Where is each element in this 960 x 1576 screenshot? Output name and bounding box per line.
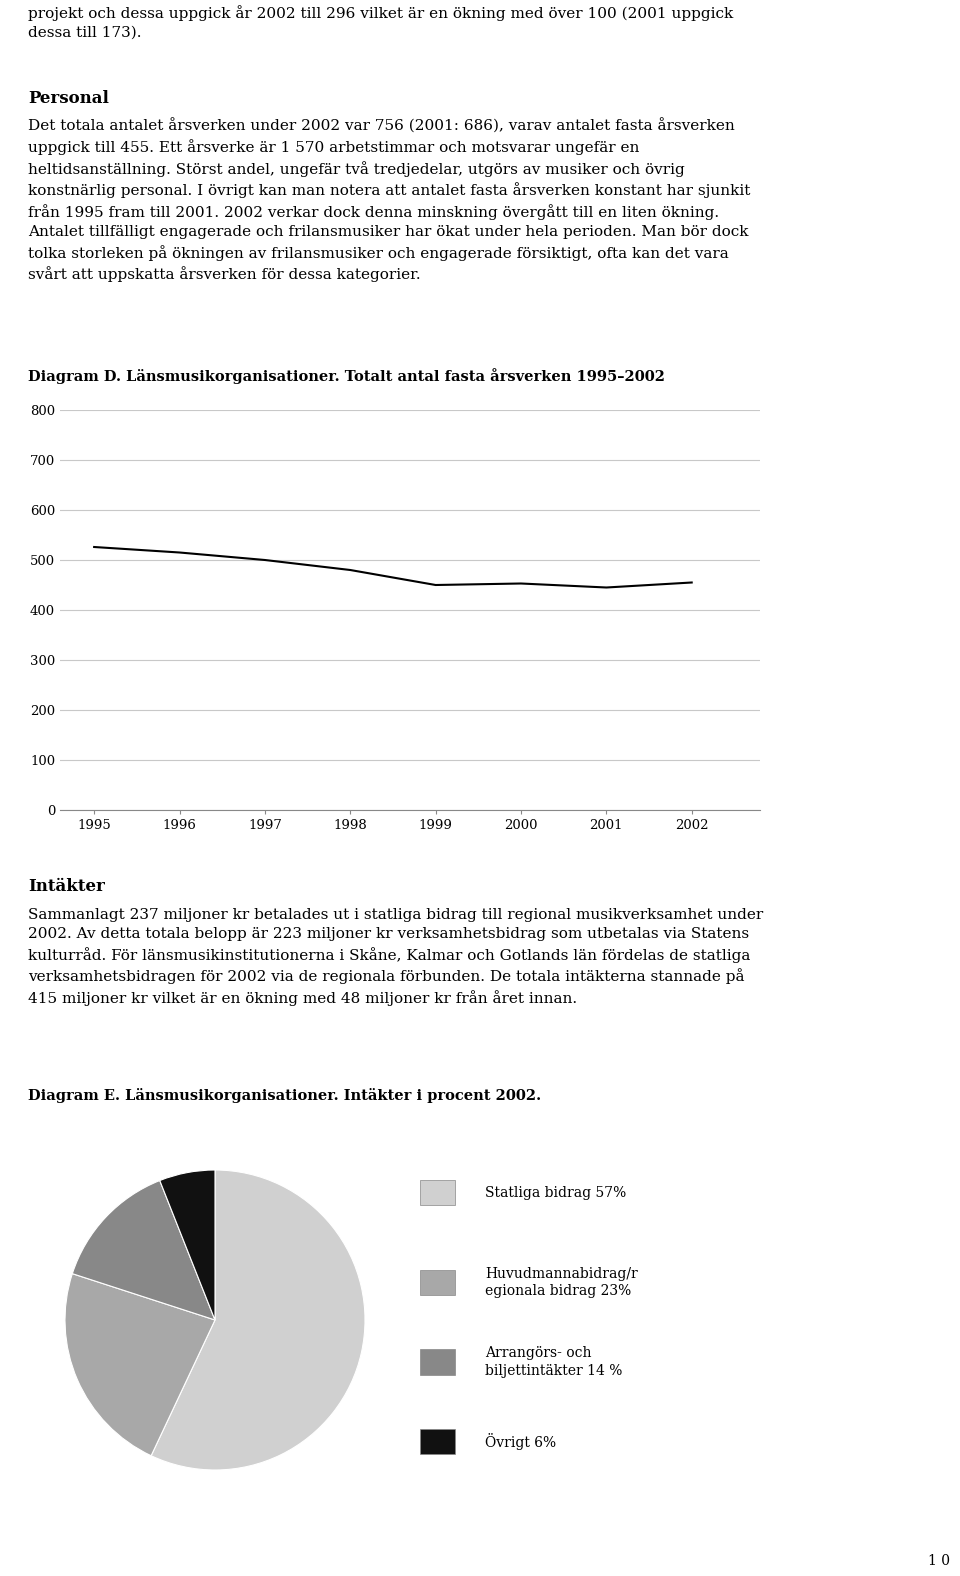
Text: Diagram E. Länsmusikorganisationer. Intäkter i procent 2002.: Diagram E. Länsmusikorganisationer. Intä… — [28, 1087, 541, 1103]
Text: Huvudmannabidrag/r
egionala bidrag 23%: Huvudmannabidrag/r egionala bidrag 23% — [485, 1267, 637, 1299]
Text: Personal: Personal — [28, 90, 108, 107]
Text: Arrangörs- och
biljettintäkter 14 %: Arrangörs- och biljettintäkter 14 % — [485, 1346, 622, 1377]
Text: Statliga bidrag 57%: Statliga bidrag 57% — [485, 1185, 626, 1199]
Bar — [420, 1349, 455, 1374]
Text: Diagram D. Länsmusikorganisationer. Totalt antal fasta årsverken 1995–2002: Diagram D. Länsmusikorganisationer. Tota… — [28, 369, 665, 385]
Text: Intäkter: Intäkter — [28, 878, 105, 895]
Wedge shape — [151, 1169, 365, 1470]
Text: projekt och dessa uppgick år 2002 till 296 vilket är en ökning med över 100 (200: projekt och dessa uppgick år 2002 till 2… — [28, 5, 733, 39]
Wedge shape — [65, 1273, 215, 1456]
Wedge shape — [159, 1169, 215, 1321]
Bar — [420, 1180, 455, 1206]
Bar — [420, 1270, 455, 1295]
Text: Det totala antalet årsverken under 2002 var 756 (2001: 686), varav antalet fasta: Det totala antalet årsverken under 2002 … — [28, 118, 751, 282]
Text: Övrigt 6%: Övrigt 6% — [485, 1433, 556, 1450]
Bar — [420, 1428, 455, 1453]
Wedge shape — [72, 1180, 215, 1321]
Text: Sammanlagt 237 miljoner kr betalades ut i statliga bidrag till regional musikver: Sammanlagt 237 miljoner kr betalades ut … — [28, 908, 763, 1005]
Text: 1 0: 1 0 — [928, 1554, 950, 1568]
